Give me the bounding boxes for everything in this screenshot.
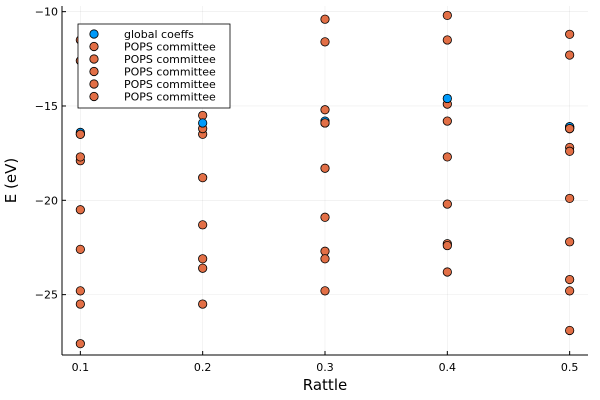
pops-committee-point <box>320 14 330 24</box>
pops-committee-point <box>565 124 575 134</box>
pops-committee-point <box>198 254 208 264</box>
y-tick-label: −20 <box>35 194 58 207</box>
legend-marker <box>89 66 99 77</box>
pops-committee-point <box>320 286 330 296</box>
pops-committee-point <box>565 274 575 285</box>
x-tick-label: 0.5 <box>561 361 579 374</box>
pops-committee-point <box>75 129 85 139</box>
pops-committee-point <box>320 246 330 256</box>
legend-marker <box>89 41 99 52</box>
pops-committee-point <box>198 173 208 183</box>
pops-committee-point <box>565 50 575 60</box>
legend-label: POPS committee <box>124 66 216 79</box>
pops-committee-point <box>198 299 208 309</box>
y-tick-label: −25 <box>35 289 58 302</box>
pops-committee-point <box>75 152 85 162</box>
pops-committee-point <box>320 212 330 222</box>
pops-committee-point <box>320 118 330 128</box>
axes <box>61 6 588 356</box>
legend-label: POPS committee <box>124 53 216 66</box>
x-tick-label: 0.4 <box>439 361 457 374</box>
y-tick-label: −15 <box>35 100 58 113</box>
pops-committee-point <box>442 116 452 126</box>
pops-committee-point <box>198 110 208 121</box>
pops-committee-point <box>442 240 452 251</box>
x-tick-label: 0.2 <box>194 361 212 374</box>
x-axis-label: Rattle <box>303 376 347 394</box>
legend-label: global coeffs <box>124 28 194 41</box>
pops-committee-point <box>565 146 575 156</box>
pops-committee-point <box>565 286 575 296</box>
pops-committee-point <box>75 339 85 349</box>
pops-committee-point <box>320 105 330 115</box>
pops-committee-point <box>75 286 85 296</box>
pops-committee-point <box>442 35 452 45</box>
legend-marker <box>89 29 99 39</box>
pops-committee-point <box>565 325 575 336</box>
y-axis-label: E (eV) <box>2 158 20 203</box>
legend-marker <box>89 91 99 102</box>
y-tick-label: −10 <box>35 6 58 19</box>
pops-committee-point <box>320 254 330 264</box>
legend-label: POPS committee <box>124 78 216 91</box>
pops-committee-point <box>565 193 575 204</box>
pops-committee-point <box>442 10 452 21</box>
pops-committee-point <box>75 244 85 254</box>
pops-committee-point <box>75 299 85 309</box>
legend-label: POPS committee <box>124 41 216 54</box>
data-points <box>75 10 575 349</box>
x-tick-label: 0.3 <box>316 361 334 374</box>
global-coeffs-point <box>442 93 452 104</box>
pops-committee-point <box>565 237 575 247</box>
pops-committee-point <box>198 263 208 273</box>
pops-committee-point <box>442 199 452 209</box>
legend-marker <box>89 79 99 89</box>
tick-labels: 0.1 0.2 0.3 0.4 0.5 −25 −20 −15 −10 <box>35 6 579 374</box>
pops-committee-point <box>320 37 330 47</box>
pops-committee-point <box>442 152 452 162</box>
pops-committee-point <box>75 205 85 215</box>
legend-marker <box>89 54 99 64</box>
legend-label: POPS committee <box>124 91 216 104</box>
pops-committee-point <box>442 267 452 277</box>
pops-committee-point <box>565 29 575 39</box>
legend-box <box>77 23 231 109</box>
pops-committee-point <box>198 220 208 230</box>
pops-committee-point <box>320 163 330 173</box>
global-coeffs-point <box>198 118 208 128</box>
x-tick-label: 0.1 <box>72 361 90 374</box>
